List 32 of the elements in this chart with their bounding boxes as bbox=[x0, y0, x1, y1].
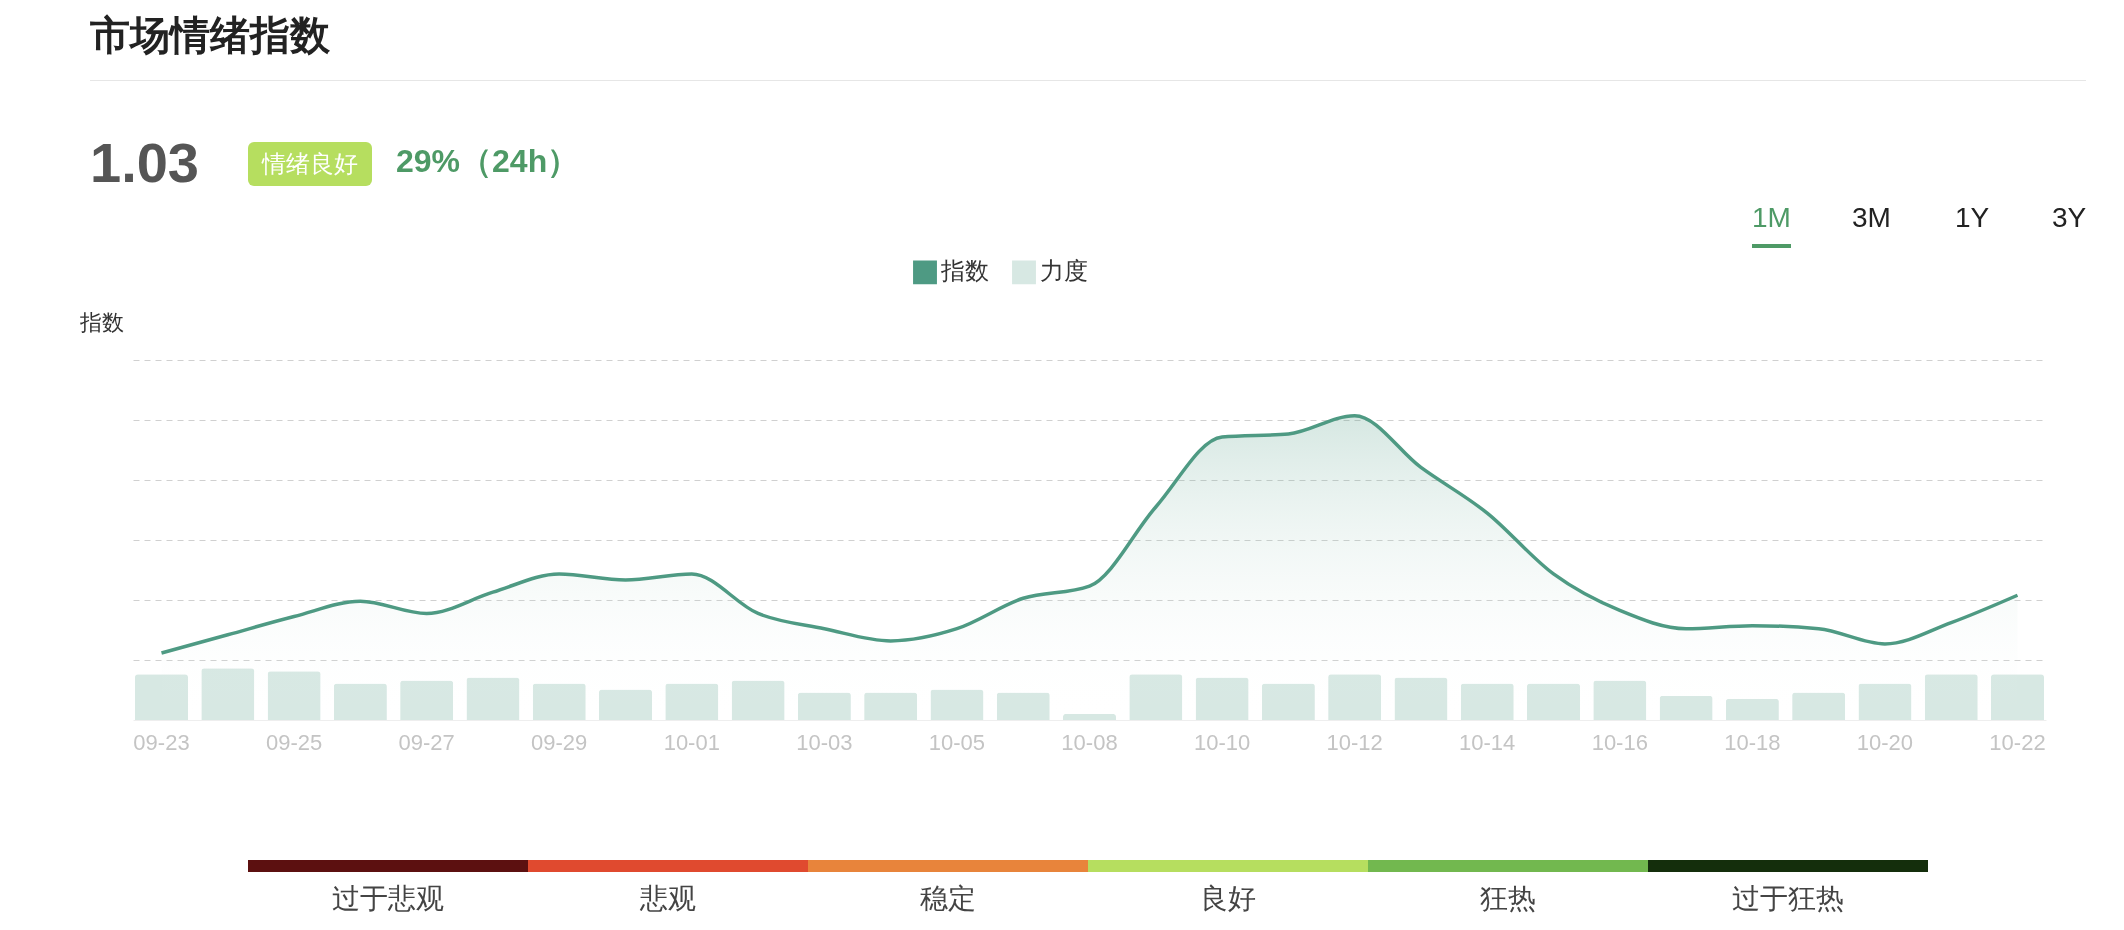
x-tick-label: 10-01 bbox=[663, 729, 720, 755]
x-tick-label: 10-14 bbox=[1459, 729, 1516, 755]
text: 1.03 bbox=[90, 130, 199, 195]
text: 过于悲观 bbox=[331, 882, 445, 916]
text: 稳定 bbox=[919, 882, 977, 916]
x-tick-label: 09-29 bbox=[531, 729, 588, 755]
text: 过于狂热 bbox=[1731, 882, 1845, 916]
text: 3Y bbox=[2052, 202, 2087, 234]
x-tick-label: 10-22 bbox=[1989, 729, 2046, 755]
text: 狂热 bbox=[1479, 882, 1537, 916]
text: 29%（24h） bbox=[396, 142, 580, 181]
text: 良好 bbox=[1199, 882, 1257, 916]
text: 1M bbox=[1752, 202, 1791, 248]
text: 悲观 bbox=[639, 882, 697, 916]
text: 3M bbox=[1852, 202, 1891, 234]
text: 情绪良好 bbox=[248, 142, 372, 186]
legend-label: 力度 bbox=[1040, 257, 1088, 285]
x-tick-label: 09-23 bbox=[133, 729, 190, 755]
x-tick-label: 09-25 bbox=[265, 729, 323, 755]
x-tick-label: 10-18 bbox=[1724, 729, 1781, 755]
x-tick-label: 10-20 bbox=[1856, 729, 1914, 755]
x-tick-label: 10-10 bbox=[1193, 729, 1251, 755]
x-tick-label: 10-12 bbox=[1326, 729, 1383, 755]
x-tick-label: 10-03 bbox=[796, 729, 853, 755]
x-tick-label: 09-27 bbox=[398, 729, 455, 755]
text: 1Y bbox=[1955, 202, 1990, 234]
legend-label: 指数 bbox=[940, 257, 989, 285]
x-tick-label: 10-05 bbox=[928, 729, 986, 755]
x-tick-label: 10-16 bbox=[1591, 729, 1648, 755]
x-tick-label: 10-08 bbox=[1061, 729, 1118, 755]
y-axis-title: 指数 bbox=[78, 309, 124, 335]
chart-title: 市场情绪指数 bbox=[90, 12, 330, 59]
